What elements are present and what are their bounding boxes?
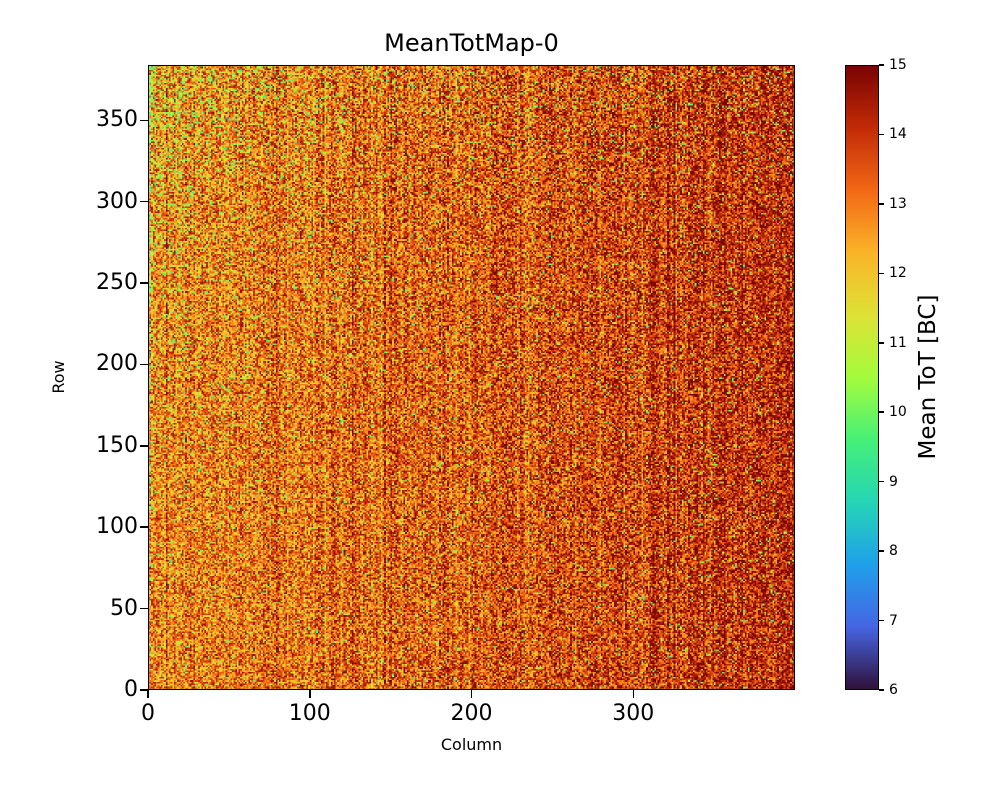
x-tick-mark <box>632 690 634 698</box>
y-tick-mark <box>140 119 148 122</box>
colorbar-tick-label: 15 <box>889 57 907 73</box>
x-tick-label: 200 <box>450 701 493 726</box>
y-tick-label: 100 <box>96 514 138 540</box>
x-tick-mark <box>470 690 473 698</box>
colorbar-tick-label: 14 <box>889 126 907 143</box>
y-tick-label: 300 <box>96 188 138 214</box>
colorbar-tick-mark <box>879 480 884 483</box>
y-axis-label: Row <box>49 360 68 394</box>
chart-title: MeanTotMap-0 <box>384 29 559 57</box>
colorbar-tick-label: 7 <box>889 612 898 629</box>
y-tick-mark <box>140 445 148 447</box>
heatmap-canvas <box>148 65 795 690</box>
y-tick-label: 50 <box>110 595 138 621</box>
colorbar-tick-mark <box>879 411 884 413</box>
colorbar-label: Mean ToT [BC] <box>915 294 941 460</box>
colorbar-tick-mark <box>879 550 884 552</box>
colorbar-tick-mark <box>879 203 884 205</box>
y-tick-label: 150 <box>96 432 138 458</box>
x-axis-label: Column <box>440 735 503 754</box>
y-tick-mark <box>140 282 148 284</box>
colorbar-tick-label: 6 <box>889 682 898 698</box>
colorbar-tick-mark <box>879 272 884 275</box>
x-tick-label: 300 <box>612 701 655 726</box>
colorbar-tick-mark <box>879 689 884 691</box>
y-tick-label: 200 <box>96 351 138 377</box>
y-tick-label: 350 <box>96 107 138 133</box>
y-tick-mark <box>140 526 148 528</box>
colorbar-tick-label: 8 <box>889 543 898 560</box>
colorbar-tick-label: 11 <box>889 334 907 351</box>
y-tick-label: 0 <box>124 677 138 702</box>
x-tick-mark <box>309 690 311 698</box>
colorbar-tick-mark <box>879 133 884 136</box>
y-tick-mark <box>140 200 148 203</box>
x-tick-label: 100 <box>288 701 331 726</box>
colorbar-tick-mark <box>879 619 884 622</box>
colorbar-tick-mark <box>879 342 884 344</box>
colorbar-tick-label: 9 <box>889 473 898 490</box>
y-tick-label: 250 <box>96 270 138 296</box>
x-tick-mark <box>147 690 149 698</box>
colorbar-tick-label: 10 <box>889 404 907 421</box>
y-tick-mark <box>140 363 148 366</box>
x-tick-label: 0 <box>141 701 155 726</box>
y-tick-mark <box>140 689 148 691</box>
colorbar-tick-mark <box>879 64 884 66</box>
colorbar-tick-label: 12 <box>889 265 907 282</box>
colorbar-tick-label: 13 <box>889 195 907 212</box>
y-tick-mark <box>140 607 148 610</box>
colorbar-canvas <box>845 65 879 690</box>
